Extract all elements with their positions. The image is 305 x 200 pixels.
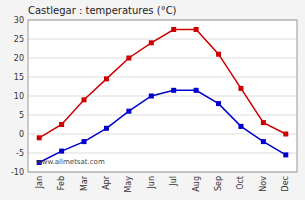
series-marker (171, 88, 176, 93)
plot-area (28, 20, 297, 172)
grid-line (28, 58, 297, 59)
series-marker (194, 88, 199, 93)
x-tick-label: Sep (214, 176, 223, 191)
x-tick-label: May (124, 176, 133, 193)
series-marker (283, 132, 288, 137)
chart-svg: -10 -5 0 5 10 15 20 25 30 Jan Feb Mar Apr May Jun Jul Au… (0, 0, 305, 200)
x-tick-label: Jan (35, 176, 44, 189)
series-marker (261, 120, 266, 125)
series-marker (149, 40, 154, 45)
series-marker (104, 76, 109, 81)
series-marker (82, 139, 87, 144)
grid-line (28, 77, 297, 78)
series-marker (104, 126, 109, 131)
series-marker (82, 97, 87, 102)
x-tick-label: Nov (259, 176, 268, 192)
series-marker (194, 27, 199, 32)
series-marker (149, 94, 154, 99)
grid-line (28, 39, 297, 40)
series-marker (261, 139, 266, 144)
grid-line (28, 115, 297, 116)
y-tick-label: 5 (19, 111, 24, 120)
x-tick-label: Dec (281, 176, 290, 191)
x-tick-label: Aug (192, 176, 201, 192)
series-marker (283, 152, 288, 157)
series-line (39, 30, 286, 138)
series-marker (238, 124, 243, 129)
y-tick-label: 20 (14, 54, 24, 63)
series-marker (171, 27, 176, 32)
y-tick-label: 30 (14, 16, 24, 25)
x-tick-label: Jun (147, 176, 156, 190)
series-line (39, 90, 286, 162)
series-marker (126, 109, 131, 114)
series-marker (126, 56, 131, 61)
series-group (37, 27, 289, 165)
series-marker (59, 122, 64, 127)
chart-title: Castlegar : temperatures (°C) (28, 5, 177, 16)
grid-line (28, 134, 297, 135)
x-tick-label: Apr (102, 175, 111, 190)
series-marker (216, 101, 221, 106)
x-tick-label: Jul (169, 176, 178, 187)
y-tick-label: -10 (11, 168, 24, 177)
annotation: www.allmetsat.com (36, 158, 105, 166)
y-tick-label: 10 (14, 92, 24, 101)
series-marker (216, 52, 221, 57)
series-marker (59, 149, 64, 154)
grid-line (28, 96, 297, 97)
chart-container: -10 -5 0 5 10 15 20 25 30 Jan Feb Mar Apr May Jun Jul Au… (0, 0, 305, 200)
y-tick-label: -5 (16, 149, 24, 158)
x-tick-label: Feb (57, 176, 66, 190)
series-marker (37, 135, 42, 140)
y-tick-label: 0 (19, 130, 24, 139)
grid-line (28, 153, 297, 154)
plot-frame (28, 20, 297, 172)
x-tick-label: Oct (236, 176, 245, 190)
x-tick-label: Mar (80, 175, 89, 191)
y-tick-label: 15 (14, 73, 24, 82)
y-tick-label: 25 (14, 35, 24, 44)
series-marker (238, 86, 243, 91)
